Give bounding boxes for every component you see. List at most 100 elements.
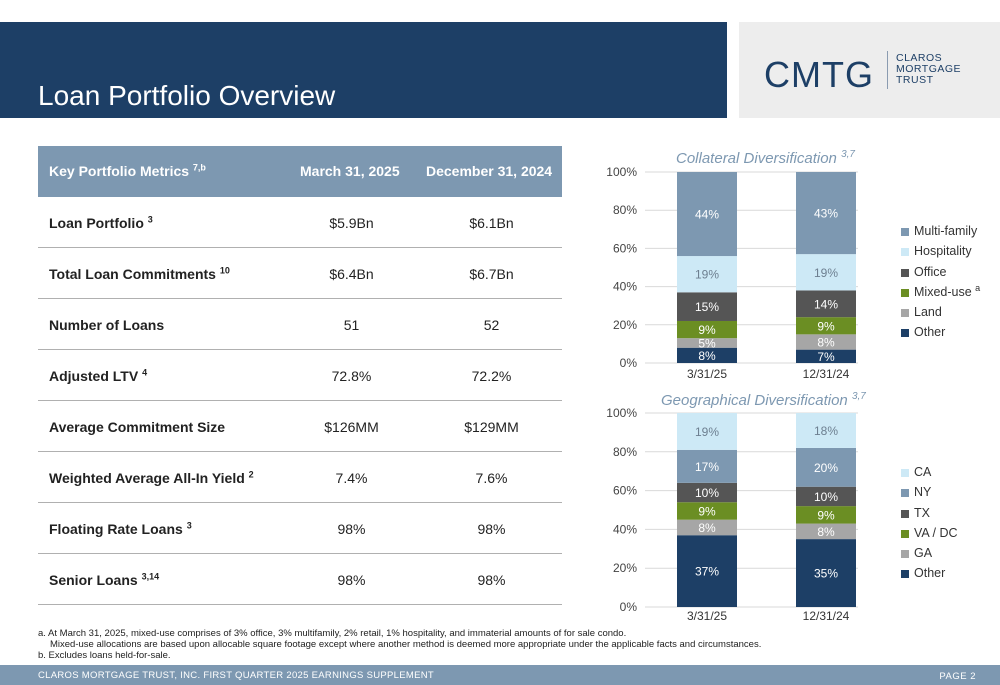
row-value-march: 72.8%	[331, 368, 372, 384]
legend-swatch	[901, 309, 909, 318]
footnote-b: b. Excludes loans held-for-sale.	[38, 650, 171, 661]
y-tick-label: 0%	[620, 356, 638, 370]
data-label: 35%	[814, 567, 838, 581]
y-tick-label: 60%	[613, 241, 637, 255]
row-label: Number of Loans	[49, 317, 165, 333]
legend-label: Office	[914, 264, 947, 279]
y-tick-label: 100%	[606, 165, 637, 179]
footnotes: a. At March 31, 2025, mixed-use comprise…	[38, 628, 761, 661]
legend-swatch	[901, 248, 909, 257]
data-label: 19%	[695, 268, 719, 282]
bar-segment	[677, 256, 737, 293]
footer-title: CLAROS MORTGAGE TRUST, INC. FIRST QUARTE…	[38, 670, 435, 681]
logo-line: CLAROS	[896, 52, 943, 64]
data-label: 8%	[698, 521, 716, 535]
legend-swatch	[901, 509, 909, 518]
row-value-march: 7.4%	[335, 470, 368, 486]
row-label: Floating Rate Loans 3	[49, 520, 192, 537]
legend-swatch	[901, 529, 909, 538]
legend-label: Other	[914, 566, 946, 581]
data-label: 15%	[695, 300, 719, 314]
row-value-december: 98%	[477, 572, 506, 588]
bar-segment	[796, 539, 856, 607]
row-value-december: 72.2%	[471, 368, 512, 384]
table-row: Adjusted LTV 4 72.8% 72.2%	[38, 350, 562, 401]
legend-swatch	[901, 329, 909, 338]
company-logo-mark: CMTG	[764, 54, 874, 95]
row-value-december: 52	[483, 317, 500, 333]
legend-swatch	[901, 228, 909, 236]
data-label: 9%	[698, 504, 716, 518]
legend-label: TX	[914, 505, 930, 520]
y-tick-label: 60%	[613, 484, 637, 498]
table-row: Loan Portfolio 3 $5.9Bn $6.1Bn	[38, 197, 562, 248]
legend-label: Hospitality	[914, 244, 972, 259]
legend-swatch	[901, 288, 909, 297]
y-tick-label: 40%	[613, 522, 637, 536]
data-label: 19%	[814, 266, 838, 280]
data-label: 43%	[814, 207, 838, 221]
bar-segment	[796, 447, 856, 487]
legend-label: Other	[914, 325, 946, 340]
legend-superscript: a	[975, 282, 981, 293]
company-logo-text: CLAROS MORTGAGE TRUST	[896, 53, 961, 86]
legend-label: Land	[914, 305, 942, 320]
table-row: Senior Loans 3,14 98% 98%	[38, 554, 562, 605]
row-value-december: $129MM	[464, 419, 519, 435]
legend-label: GA	[914, 546, 933, 561]
bar-segment	[677, 482, 737, 503]
legend-label: Mixed-use a	[914, 282, 981, 299]
row-value-march: $126MM	[324, 419, 379, 435]
bar-segment	[677, 535, 737, 607]
data-label: 19%	[695, 425, 719, 439]
row-label: Loan Portfolio 3	[49, 214, 153, 231]
bar-segment	[677, 292, 737, 321]
bar-segment	[796, 486, 856, 507]
x-tick-label: 12/31/24	[803, 367, 850, 381]
y-tick-label: 40%	[613, 280, 637, 294]
legend-label: VA / DC	[914, 525, 958, 540]
legend-label: Multi-family	[914, 224, 978, 238]
row-label: Average Commitment Size	[49, 419, 226, 435]
collateral-diversification-chart: 0%20%40%60%80%100%8%5%9%15%19%44%3/31/25…	[606, 165, 858, 381]
legend-label: CA	[914, 465, 932, 479]
data-label: 17%	[695, 460, 719, 474]
bar-segment	[677, 320, 737, 339]
data-label: 9%	[698, 323, 716, 337]
data-label: 14%	[814, 297, 838, 311]
bar-segment	[796, 317, 856, 335]
row-value-march: 98%	[337, 572, 366, 588]
row-value-december: 7.6%	[475, 470, 508, 486]
data-label: 18%	[814, 424, 838, 438]
data-label: 44%	[695, 208, 719, 222]
logo-line: TRUST	[896, 74, 934, 86]
data-label: 20%	[814, 461, 838, 475]
data-label: 37%	[695, 565, 719, 579]
logo-line: MORTGAGE	[896, 63, 962, 75]
legend-swatch	[901, 570, 909, 579]
row-label: Adjusted LTV 4	[49, 367, 148, 384]
row-value-march: $6.4Bn	[329, 266, 374, 282]
header-metric: Key Portfolio Metrics 7,b	[49, 162, 206, 179]
header-december-2024: December 31, 2024	[426, 163, 553, 179]
y-tick-label: 80%	[613, 203, 637, 217]
logo-box	[739, 22, 1000, 118]
table-row: Number of Loans 51 52	[38, 299, 562, 350]
row-value-december: $6.7Bn	[469, 266, 514, 282]
row-label: Total Loan Commitments 10	[49, 265, 230, 282]
bar-segment	[677, 338, 737, 348]
page-title: Loan Portfolio Overview	[38, 80, 336, 111]
table-row: Total Loan Commitments 10 $6.4Bn $6.7Bn	[38, 248, 562, 299]
logo-divider	[887, 51, 888, 89]
legend-swatch	[901, 489, 909, 498]
geographical-diversification-chart: 0% 20% 40% 60% 80% 100% 37% 8% 9% 10% 17% 19% 3/31/2…	[606, 406, 858, 623]
bar-segment	[796, 172, 856, 255]
bar-segment	[677, 172, 737, 257]
bar-segment	[677, 449, 737, 483]
x-tick-label: 3/31/25	[687, 609, 727, 623]
legend-swatch	[901, 550, 909, 559]
data-label: 10%	[814, 490, 838, 504]
legend-label: NY	[914, 485, 932, 500]
table-row: Floating Rate Loans 3 98% 98%	[38, 503, 562, 554]
table-row: Weighted Average All-In Yield 2 7.4% 7.6…	[38, 452, 562, 503]
